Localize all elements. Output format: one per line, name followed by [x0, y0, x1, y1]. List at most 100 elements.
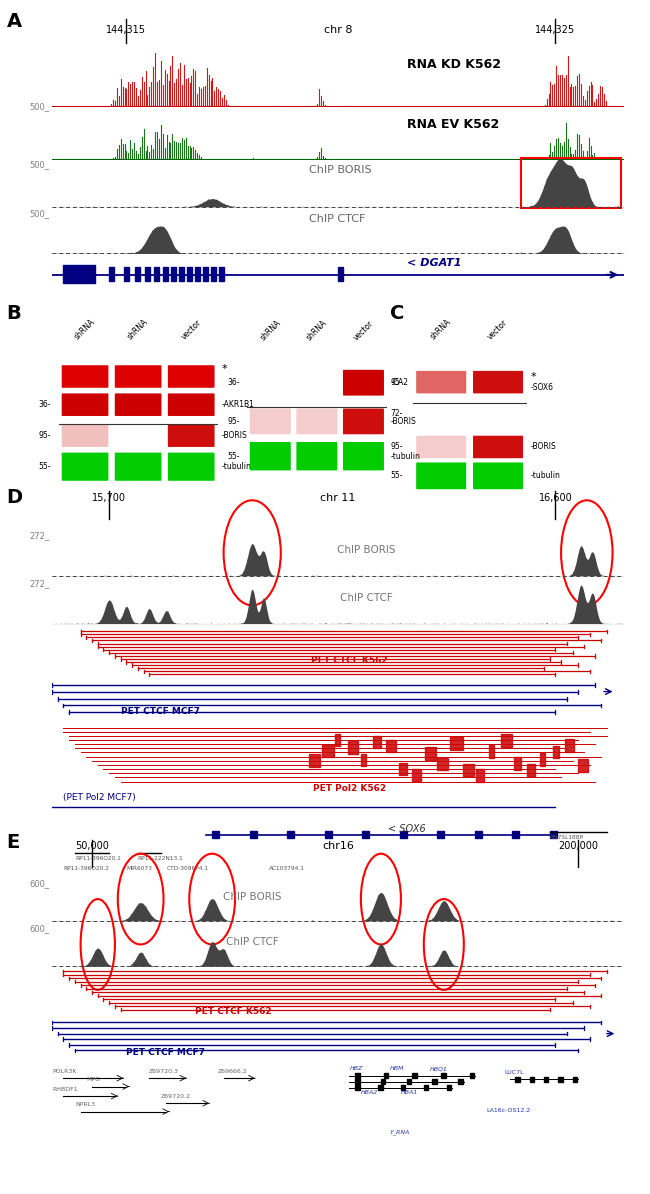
Text: HBQ1: HBQ1: [430, 1066, 447, 1071]
Text: E: E: [6, 833, 20, 853]
Bar: [211, 266, 216, 282]
Text: -BORIS: -BORIS: [222, 431, 248, 441]
Text: 15,700: 15,700: [92, 493, 126, 503]
Text: -tubulin: -tubulin: [391, 451, 421, 461]
FancyBboxPatch shape: [168, 365, 215, 388]
Text: 144,315: 144,315: [107, 25, 146, 35]
FancyBboxPatch shape: [62, 394, 109, 416]
Text: AC103794.1: AC103794.1: [269, 867, 305, 872]
Text: -CA2: -CA2: [391, 378, 408, 387]
Text: Z69720.2: Z69720.2: [161, 1094, 190, 1098]
Bar: [469, 1073, 474, 1078]
FancyBboxPatch shape: [168, 394, 215, 416]
FancyBboxPatch shape: [62, 365, 109, 388]
Bar: [195, 266, 200, 282]
Text: PET CTCF MCF7: PET CTCF MCF7: [121, 707, 200, 716]
Bar: [424, 747, 436, 759]
Text: -tubulin: -tubulin: [222, 462, 252, 472]
Bar: [412, 1073, 417, 1078]
Text: shRNA: shRNA: [126, 318, 150, 341]
Text: PET CTCF K562: PET CTCF K562: [195, 1007, 272, 1016]
Bar: [501, 734, 512, 746]
Bar: [515, 1077, 520, 1082]
Text: -AKR1B1: -AKR1B1: [222, 400, 255, 410]
Bar: [540, 753, 545, 765]
FancyBboxPatch shape: [473, 371, 523, 394]
Text: RNA KD K562: RNA KD K562: [407, 59, 500, 72]
Text: *: *: [222, 364, 227, 375]
Bar: [219, 266, 224, 282]
Bar: [401, 1085, 406, 1090]
Text: -BORIS: -BORIS: [391, 417, 416, 426]
Bar: [399, 763, 407, 775]
Text: chr 11: chr 11: [320, 493, 356, 503]
Text: LUC7L: LUC7L: [504, 1070, 523, 1075]
Text: *: *: [531, 371, 537, 382]
Text: 16,600: 16,600: [538, 493, 572, 503]
Bar: [476, 769, 484, 782]
Text: NPRL3: NPRL3: [75, 1102, 95, 1107]
Text: 144,325: 144,325: [536, 25, 575, 35]
Bar: [355, 1079, 359, 1084]
Bar: [474, 831, 482, 838]
Text: 55-: 55-: [390, 472, 402, 480]
Bar: [361, 753, 366, 767]
Text: (PET Pol2 MCF7): (PET Pol2 MCF7): [64, 793, 136, 802]
FancyBboxPatch shape: [416, 436, 466, 458]
Text: vector: vector: [486, 318, 510, 341]
Text: PET CTCF MCF7: PET CTCF MCF7: [126, 1048, 205, 1057]
Text: ChIP CTCF: ChIP CTCF: [340, 593, 393, 603]
Bar: [447, 1085, 451, 1090]
Bar: [527, 764, 536, 776]
FancyBboxPatch shape: [473, 436, 523, 458]
Text: < DGAT1: < DGAT1: [407, 258, 461, 267]
Text: 272_: 272_: [29, 579, 49, 589]
Bar: [322, 745, 333, 757]
Bar: [179, 266, 184, 282]
Text: PET CTCF K562: PET CTCF K562: [311, 657, 388, 665]
Bar: [203, 266, 208, 282]
Bar: [552, 745, 559, 758]
Bar: [362, 831, 369, 838]
Text: 95-: 95-: [390, 443, 402, 451]
Bar: [458, 1079, 463, 1084]
Bar: [324, 831, 332, 838]
Text: ChIP CTCF: ChIP CTCF: [309, 214, 366, 223]
Text: shRNA: shRNA: [258, 319, 282, 343]
Text: shRNA: shRNA: [429, 318, 453, 341]
Bar: [335, 734, 341, 746]
Text: 50,000: 50,000: [75, 842, 109, 851]
Bar: [530, 1077, 534, 1082]
Text: HBM: HBM: [389, 1066, 404, 1071]
Text: ChIP BORIS: ChIP BORIS: [337, 546, 396, 555]
Bar: [544, 1077, 549, 1082]
Bar: [566, 739, 573, 752]
Bar: [381, 1079, 385, 1084]
FancyBboxPatch shape: [62, 453, 109, 481]
Text: LA16c-OS12.2: LA16c-OS12.2: [487, 1108, 531, 1113]
Text: < SOX6: < SOX6: [388, 824, 426, 835]
Bar: [386, 740, 396, 752]
Text: chr 8: chr 8: [324, 25, 352, 35]
Text: ChIP BORIS: ChIP BORIS: [309, 165, 372, 176]
Bar: [437, 758, 448, 770]
Text: -tubulin: -tubulin: [531, 472, 561, 480]
Text: 72-: 72-: [390, 408, 402, 418]
Bar: [573, 1077, 577, 1082]
Bar: [338, 266, 343, 282]
Bar: [135, 266, 140, 282]
Text: vector: vector: [179, 318, 203, 341]
FancyBboxPatch shape: [296, 408, 337, 435]
Bar: [558, 1077, 563, 1082]
FancyBboxPatch shape: [343, 370, 384, 395]
Bar: [407, 1079, 411, 1084]
Bar: [437, 831, 444, 838]
Text: 36-: 36-: [227, 378, 240, 387]
FancyBboxPatch shape: [62, 424, 109, 447]
Text: C: C: [390, 304, 404, 324]
FancyBboxPatch shape: [250, 442, 291, 470]
Text: ChIP BORIS: ChIP BORIS: [223, 892, 281, 901]
FancyBboxPatch shape: [416, 462, 466, 490]
Text: 95-: 95-: [38, 431, 51, 441]
Bar: [145, 266, 150, 282]
